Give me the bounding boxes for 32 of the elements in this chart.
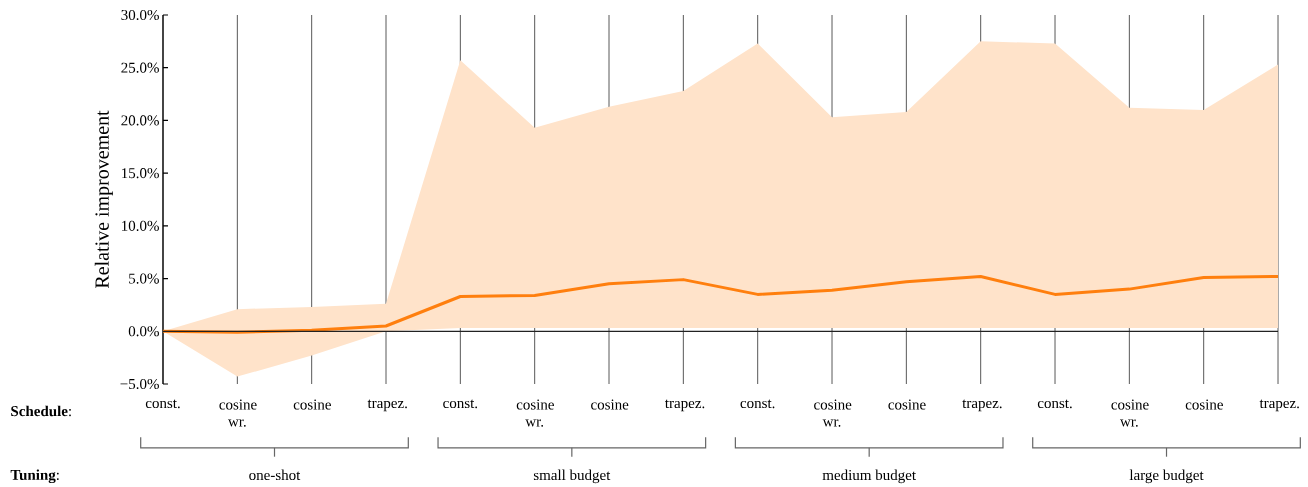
x-tick-label: cosine bbox=[888, 399, 926, 410]
y-tick-label: 25.0% bbox=[121, 62, 159, 73]
text: large budget bbox=[1129, 469, 1204, 484]
x-tick-label: trapez. bbox=[1259, 399, 1299, 412]
x-tick-label: cosine wr. bbox=[814, 399, 852, 427]
text: Tuning: bbox=[10, 469, 59, 484]
x-tick-label: trapez. bbox=[367, 399, 407, 412]
x-tick-label: cosine wr. bbox=[219, 399, 257, 427]
x-tick-label: cosine bbox=[1185, 399, 1223, 410]
x-tick-label: const. bbox=[1037, 399, 1072, 409]
x-tick-label: trapez. bbox=[962, 399, 1002, 412]
y-axis-title: Relative improvement bbox=[94, 110, 113, 289]
x-tick-label: cosine wr. bbox=[516, 399, 554, 427]
text: small budget bbox=[533, 469, 611, 484]
y-tick-label: 0.0% bbox=[128, 326, 159, 337]
y-tick-label: 15.0% bbox=[122, 168, 159, 179]
y-tick-label: −5.0% bbox=[120, 378, 159, 390]
line-series bbox=[161, 274, 1280, 334]
y-tick-label: 30.0% bbox=[121, 9, 159, 21]
y-tick-label: 20.0% bbox=[121, 115, 159, 126]
x-tick-label: const. bbox=[145, 399, 180, 409]
x-tick-label: const. bbox=[443, 399, 478, 409]
x-tick-label: cosine bbox=[293, 399, 331, 410]
y-tick-label: 10.0% bbox=[122, 220, 159, 231]
x-tick-label: cosine bbox=[591, 399, 629, 410]
x-tick-label: const. bbox=[740, 399, 775, 409]
text: medium budget bbox=[822, 469, 916, 484]
x-axis-title: Schedule: bbox=[11, 405, 71, 417]
x-tick-label: trapez. bbox=[664, 399, 705, 412]
y-tick-label: 5.0% bbox=[129, 273, 159, 284]
text: one-shot bbox=[249, 469, 301, 481]
x-tick-label: cosine wr. bbox=[1111, 399, 1149, 427]
